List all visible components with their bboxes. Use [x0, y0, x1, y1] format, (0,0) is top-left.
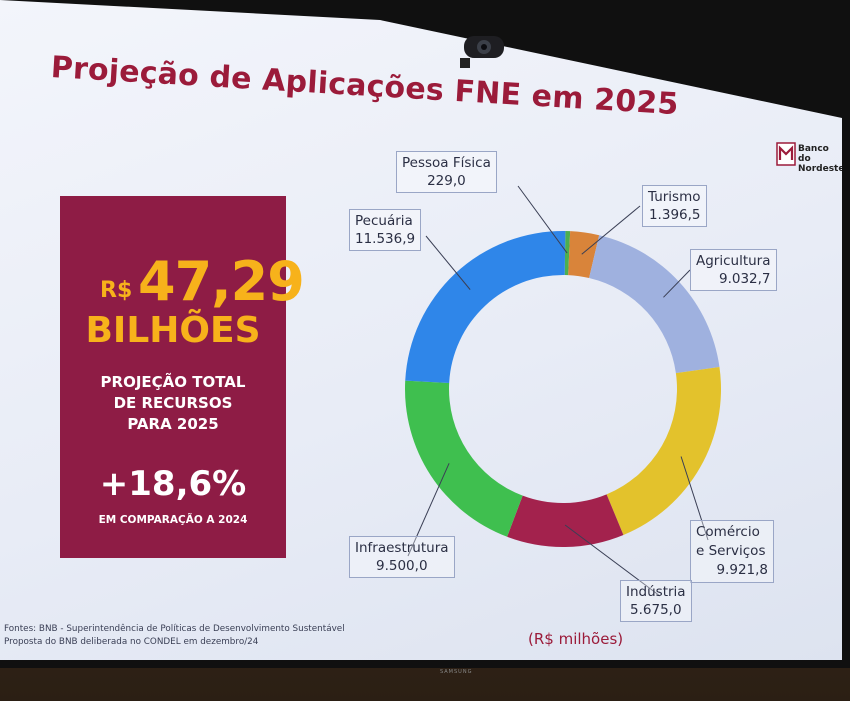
leader-line — [407, 463, 450, 557]
slice-label-turismo: Turismo 1.396,5 — [642, 185, 707, 227]
monitor-screen: Projeção de Aplicações FNE em 2025 Banco… — [0, 0, 850, 668]
desc-line-3: PARA 2025 — [127, 415, 219, 433]
leader-line — [564, 524, 661, 597]
donut-slice-turismo — [568, 231, 600, 279]
growth-comparison: EM COMPARAÇÃO A 2024 — [98, 514, 248, 526]
growth-percentage: +18,6% — [99, 464, 247, 504]
slice-name: Turismo — [648, 189, 701, 205]
slice-value: 11.536,9 — [355, 231, 416, 247]
slice-name: Comércio e Serviços — [696, 524, 766, 559]
slice-value: 5.675,0 — [630, 602, 682, 618]
slice-name: Pecuária — [355, 213, 413, 229]
projection-description: PROJEÇÃO TOTAL DE RECURSOS PARA 2025 — [60, 372, 286, 435]
slice-value: 9.921,8 — [716, 562, 768, 578]
leader-line — [663, 269, 691, 298]
slice-value: 9.500,0 — [376, 558, 428, 574]
chart-unit-label: (R$ milhões) — [528, 630, 624, 648]
slice-label-industria: Indústria 5.675,0 — [620, 580, 692, 622]
bank-logo: Banco do Nordeste — [774, 140, 842, 174]
presentation-slide: Projeção de Aplicações FNE em 2025 Banco… — [0, 0, 842, 660]
slice-name: Agricultura — [696, 253, 771, 269]
slide-footer: Fontes: BNB - Superintendência de Políti… — [4, 623, 345, 649]
slice-name: Pessoa Física — [402, 155, 491, 171]
bank-logo-icon — [776, 142, 796, 166]
donut-slice-pecu-ria — [405, 230, 566, 383]
desc-line-2: DE RECURSOS — [113, 394, 233, 412]
slice-value: 229,0 — [427, 173, 466, 189]
slice-name: Indústria — [626, 584, 686, 600]
logo-line-1: Banco do — [798, 144, 829, 164]
slice-label-pessoa-fisica: Pessoa Física 229,0 — [396, 151, 497, 193]
currency-symbol: R$ — [100, 278, 133, 303]
slice-label-comercio-servicos: Comércio e Serviços 9.921,8 — [690, 520, 774, 583]
leader-line — [425, 235, 471, 290]
donut-slice-agricultura — [589, 235, 720, 374]
leader-line — [517, 185, 568, 254]
slice-label-pecuaria: Pecuária 11.536,9 — [349, 209, 422, 251]
donut-chart — [405, 185, 721, 597]
footer-note: Proposta do BNB deliberada no CONDEL em … — [4, 637, 259, 647]
donut-slice-pessoa-f-sica — [564, 231, 571, 276]
slice-name: Infraestrutura — [355, 540, 449, 556]
webcam-icon — [460, 36, 504, 68]
donut-slice-com-rcio-e-servi-os — [606, 366, 721, 535]
projection-unit: BILHÕES — [85, 310, 261, 351]
leader-line — [581, 205, 641, 255]
slice-value: 1.396,5 — [648, 207, 701, 223]
projection-amount: 47,29 — [138, 250, 305, 313]
donut-slice-ind-stria — [507, 494, 624, 548]
projection-summary-card: R$ 47,29 BILHÕES PROJEÇÃO TOTAL DE RECUR… — [60, 196, 305, 558]
logo-line-2: Nordeste — [798, 164, 845, 174]
leader-line — [680, 456, 709, 541]
desc-line-1: PROJEÇÃO TOTAL — [100, 373, 246, 391]
slice-label-infraestrutura: Infraestrutura 9.500,0 — [349, 536, 455, 578]
monitor-brand: SAMSUNG — [440, 669, 473, 675]
slice-value: 9.032,7 — [718, 271, 771, 287]
footer-source: Fontes: BNB - Superintendência de Políti… — [4, 624, 345, 634]
slice-label-agricultura: Agricultura 9.032,7 — [690, 249, 777, 291]
donut-slice-infraestrutura — [405, 380, 523, 537]
